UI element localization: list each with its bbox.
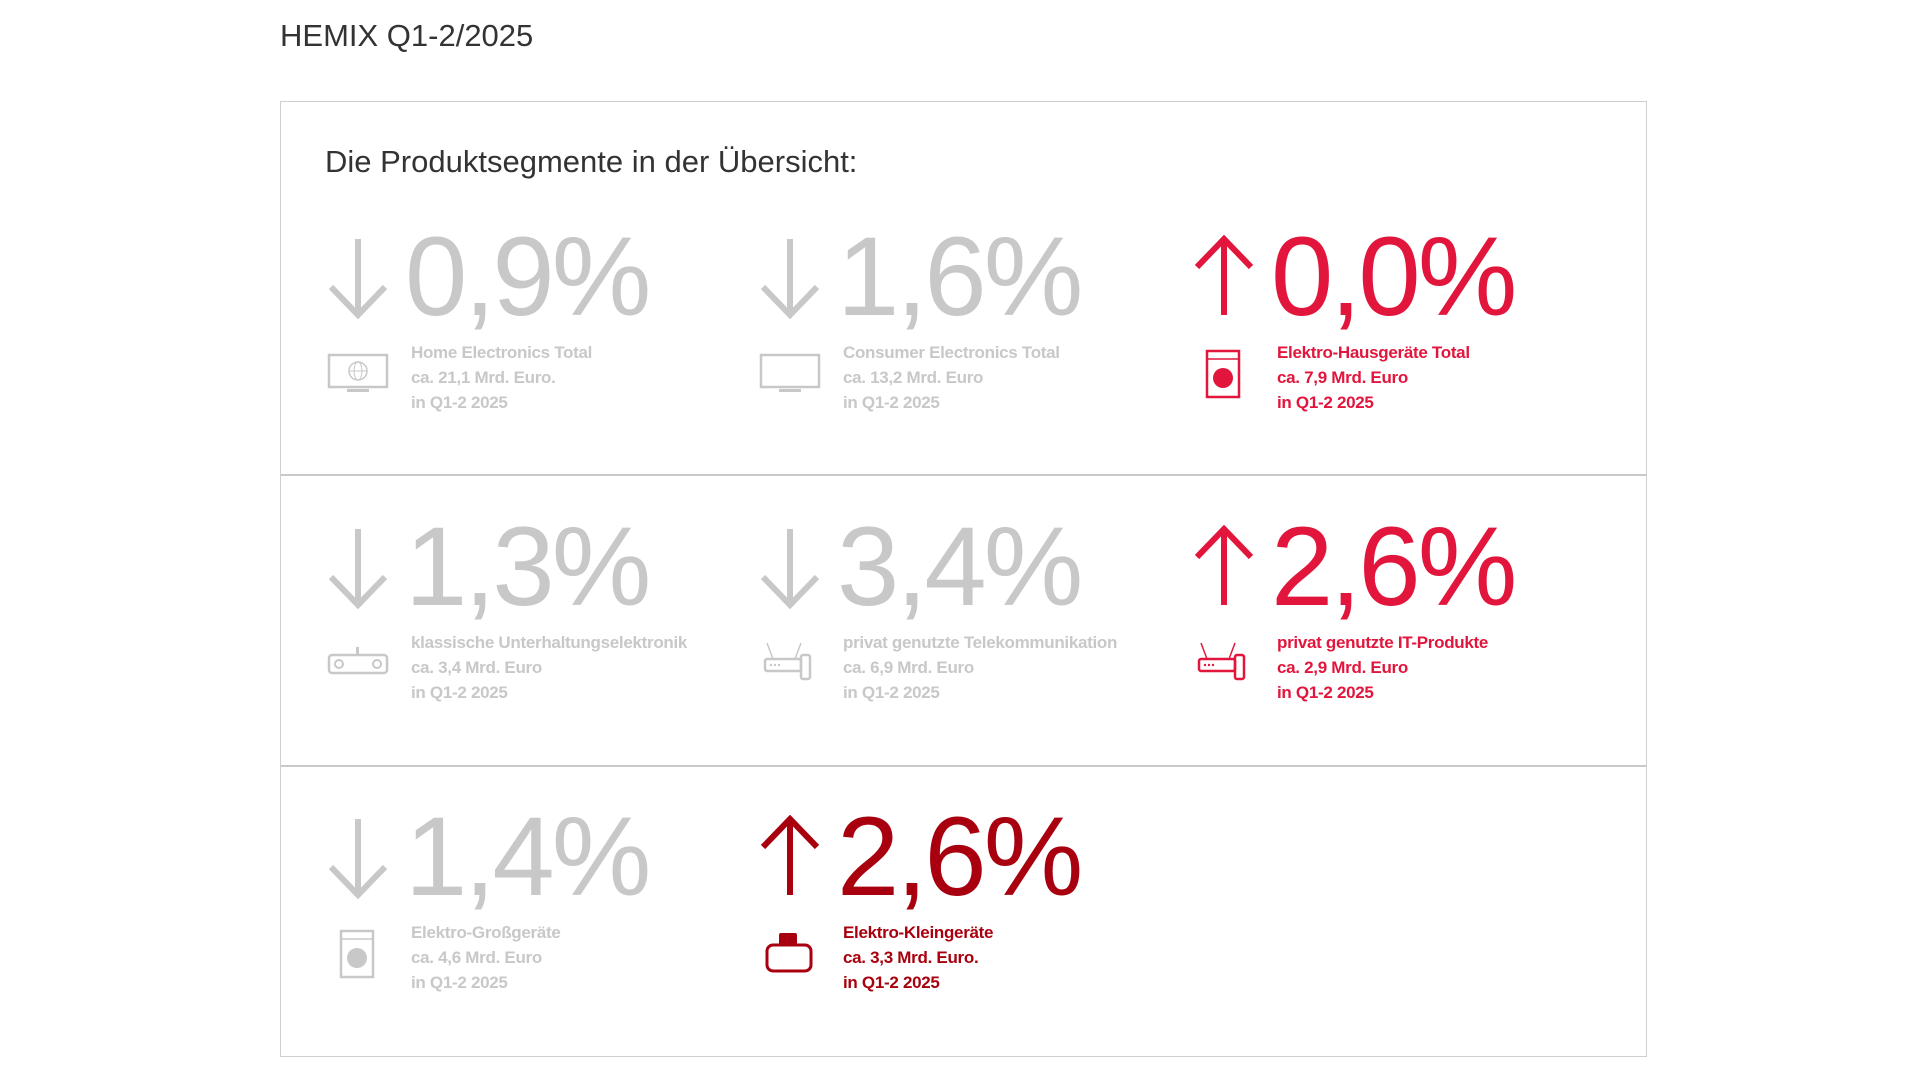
router-phone-icon	[763, 642, 812, 681]
tv-globe-icon	[327, 353, 389, 392]
segment-period: in Q1-2 2025	[411, 683, 508, 702]
change-percent: 1,3%	[405, 504, 651, 629]
arrow-down-icon	[760, 529, 820, 609]
arrow-up-icon	[1194, 525, 1254, 605]
change-percent: 2,6%	[837, 794, 1083, 919]
segment-value: ca. 4,6 Mrd. Euro	[411, 948, 542, 967]
segment-period: in Q1-2 2025	[843, 393, 940, 412]
row-divider	[281, 765, 1646, 767]
stereo-icon	[327, 647, 389, 675]
arrow-up-icon	[760, 815, 820, 895]
arrow-down-icon	[328, 529, 388, 609]
segment-period: in Q1-2 2025	[411, 393, 508, 412]
section-heading: Die Produktsegmente in der Übersicht:	[325, 144, 858, 179]
segment-value: ca. 13,2 Mrd. Euro	[843, 368, 984, 387]
change-percent: 2,6%	[1271, 504, 1517, 629]
row-divider	[281, 474, 1646, 476]
segment-name: privat genutzte Telekommunikation	[843, 633, 1118, 652]
segment-period: in Q1-2 2025	[1277, 683, 1374, 702]
segment-name: Elektro-Hausgeräte Total	[1277, 343, 1470, 362]
segment-1: 0,9% Home Electronics Total ca. 21,1 Mrd. …	[325, 214, 745, 422]
change-value: 2,6%	[1191, 504, 1517, 629]
segment-value: ca. 3,4 Mrd. Euro	[411, 658, 542, 677]
toaster-icon	[765, 933, 813, 973]
segment-value: ca. 2,9 Mrd. Euro	[1277, 658, 1408, 677]
segment-name: privat genutzte IT-Produkte	[1277, 633, 1489, 652]
router-phone-icon	[1197, 642, 1246, 681]
segment-2: 1,6% Consumer Electronics Total ca. 13,2 M…	[757, 214, 1177, 422]
change-percent: 3,4%	[837, 504, 1083, 629]
segment-period: in Q1-2 2025	[843, 683, 940, 702]
change-value: 1,6%	[757, 214, 1083, 339]
segment-3: 0,0% Elektro-Hausgeräte Total ca. 7,9 Mrd.…	[1191, 214, 1611, 422]
arrow-up-icon	[1194, 235, 1254, 315]
segment-period: in Q1-2 2025	[1277, 393, 1374, 412]
washing-machine-icon	[339, 929, 375, 979]
change-value: 1,3%	[325, 504, 651, 629]
segment-5: 3,4% privat genutzte Telekommunikation ca.…	[757, 504, 1177, 712]
segment-value: ca. 3,3 Mrd. Euro.	[843, 948, 979, 967]
segment-value: ca. 6,9 Mrd. Euro	[843, 658, 974, 677]
segment-8: 2,6% Elektro-Kleingeräte ca. 3,3 Mrd. Euro…	[757, 794, 1177, 1002]
change-value: 3,4%	[757, 504, 1083, 629]
arrow-down-icon	[328, 819, 388, 899]
tv-icon	[759, 353, 821, 392]
segment-period: in Q1-2 2025	[843, 973, 940, 992]
segment-6: 2,6% privat genutzte IT-Produkte ca. 2,9 M…	[1191, 504, 1611, 712]
change-percent: 1,6%	[837, 214, 1083, 339]
segment-4: 1,3% klassische Unterhaltungselektronik ca…	[325, 504, 745, 712]
segment-name: Consumer Electronics Total	[843, 343, 1060, 362]
change-value: 0,0%	[1191, 214, 1517, 339]
segment-period: in Q1-2 2025	[411, 973, 508, 992]
arrow-down-icon	[328, 239, 388, 319]
change-value: 0,9%	[325, 214, 651, 339]
segment-name: Home Electronics Total	[411, 343, 593, 362]
change-percent: 1,4%	[405, 794, 651, 919]
change-percent: 0,0%	[1271, 214, 1517, 339]
change-value: 1,4%	[325, 794, 651, 919]
change-value: 2,6%	[757, 794, 1083, 919]
segment-7: 1,4% Elektro-Großgeräte ca. 4,6 Mrd. Euro i…	[325, 794, 745, 1002]
segment-value: ca. 7,9 Mrd. Euro	[1277, 368, 1408, 387]
arrow-down-icon	[760, 239, 820, 319]
segment-value: ca. 21,1 Mrd. Euro.	[411, 368, 556, 387]
change-percent: 0,9%	[405, 214, 651, 339]
segments-panel: Die Produktsegmente in der Übersicht: 0,…	[280, 101, 1647, 1057]
segment-name: Elektro-Großgeräte	[411, 923, 561, 942]
segment-name: klassische Unterhaltungselektronik	[411, 633, 688, 652]
page-title: HEMIX Q1-2/2025	[280, 18, 534, 53]
segment-name: Elektro-Kleingeräte	[843, 923, 994, 942]
washing-machine-icon	[1205, 349, 1241, 399]
